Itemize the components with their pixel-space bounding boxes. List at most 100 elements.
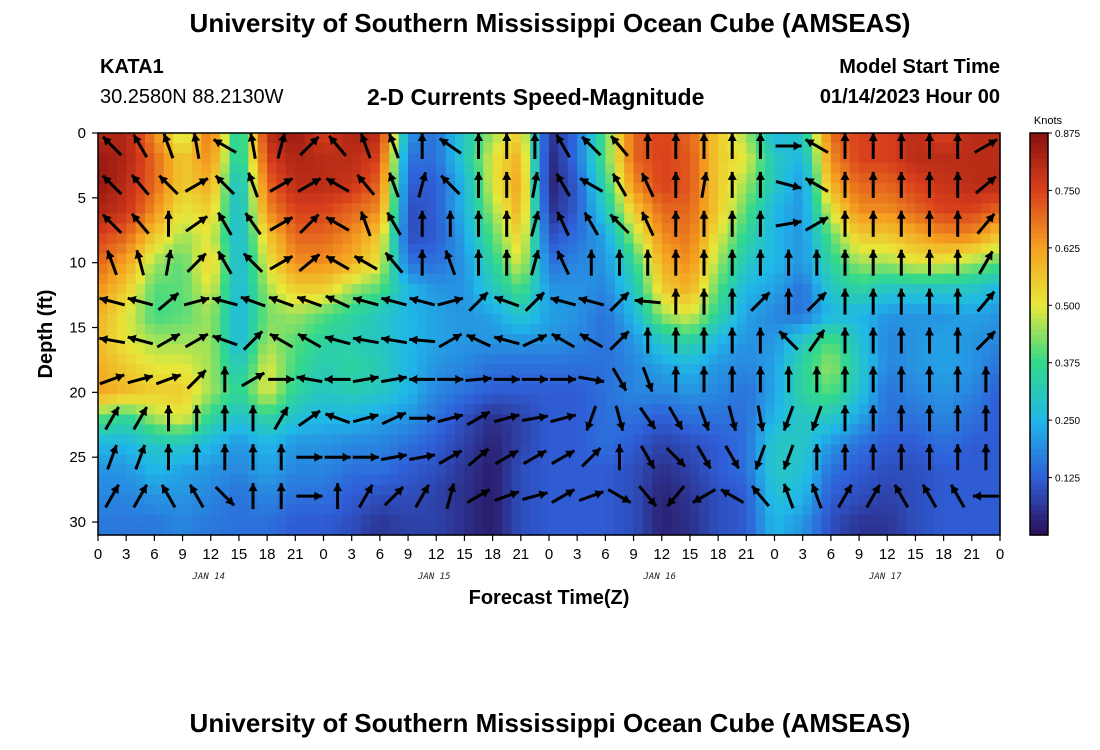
heatmap-cell bbox=[285, 394, 296, 405]
heatmap-cell bbox=[238, 454, 249, 466]
heatmap-cell bbox=[614, 293, 625, 305]
heatmap-cell bbox=[765, 424, 776, 436]
heatmap-cell bbox=[595, 243, 606, 255]
heatmap-cell bbox=[436, 504, 447, 516]
heatmap-cell bbox=[530, 323, 541, 335]
heatmap-cell bbox=[633, 213, 644, 225]
heatmap-cell bbox=[633, 474, 644, 486]
heatmap-cell bbox=[652, 173, 663, 184]
current-arrow bbox=[699, 249, 709, 276]
heatmap-cell bbox=[182, 273, 193, 285]
heatmap-cell bbox=[201, 233, 212, 245]
arrow-head bbox=[643, 249, 653, 258]
colorbar-swatch bbox=[1030, 529, 1048, 536]
heatmap-cell bbox=[586, 504, 597, 516]
heatmap-cell bbox=[661, 263, 672, 275]
heatmap-cell bbox=[689, 504, 700, 516]
heatmap-cell bbox=[248, 504, 259, 516]
heatmap-cell bbox=[144, 183, 155, 194]
heatmap-cell bbox=[267, 394, 278, 405]
heatmap-cell bbox=[539, 193, 550, 204]
heatmap-cell bbox=[971, 364, 982, 375]
heatmap-cell bbox=[323, 424, 334, 436]
heatmap-cell bbox=[962, 153, 973, 164]
heatmap-cell bbox=[135, 153, 146, 164]
heatmap-cell bbox=[173, 494, 184, 506]
heatmap-cell bbox=[201, 133, 212, 144]
heatmap-cell bbox=[577, 323, 588, 335]
heatmap-cell bbox=[154, 514, 165, 526]
heatmap-cell bbox=[107, 233, 118, 245]
heatmap-cell bbox=[624, 354, 635, 365]
heatmap-cell bbox=[605, 444, 616, 456]
heatmap-cell bbox=[473, 514, 484, 526]
heatmap-cell bbox=[304, 454, 315, 466]
heatmap-cell bbox=[389, 273, 400, 285]
heatmap-cell bbox=[361, 354, 372, 365]
heatmap-cell bbox=[783, 323, 794, 335]
heatmap-cell bbox=[135, 133, 146, 144]
heatmap-cell bbox=[595, 273, 606, 285]
heatmap-cell bbox=[943, 323, 954, 335]
heatmap-cell bbox=[473, 283, 484, 295]
heatmap-cell bbox=[492, 354, 503, 365]
heatmap-cell bbox=[191, 213, 202, 225]
heatmap-cell bbox=[229, 364, 240, 375]
heatmap-cell bbox=[849, 223, 860, 235]
heatmap-cell bbox=[971, 404, 982, 415]
current-arrow bbox=[521, 413, 548, 422]
heatmap-cell bbox=[314, 454, 325, 466]
heatmap-cell bbox=[332, 464, 343, 476]
heatmap-cell bbox=[191, 283, 202, 295]
heatmap-cell bbox=[295, 323, 306, 335]
heatmap-cell bbox=[285, 504, 296, 516]
heatmap-cell bbox=[680, 183, 691, 194]
heatmap-cell bbox=[304, 404, 315, 415]
heatmap-cell bbox=[699, 484, 710, 496]
heatmap-cell bbox=[539, 163, 550, 174]
heatmap-cell bbox=[577, 424, 588, 436]
heatmap-cell bbox=[840, 394, 851, 405]
x-tick-label: 9 bbox=[404, 546, 412, 563]
heatmap-cell bbox=[934, 464, 945, 476]
heatmap-cell bbox=[473, 233, 484, 245]
heatmap-cell bbox=[652, 514, 663, 526]
arrow-head bbox=[215, 175, 225, 185]
heatmap-cell bbox=[135, 183, 146, 194]
heatmap-cell bbox=[107, 303, 118, 315]
heatmap-cell bbox=[877, 223, 888, 235]
heatmap-cell bbox=[436, 404, 447, 415]
heatmap-cell bbox=[859, 193, 870, 204]
heatmap-cell bbox=[896, 243, 907, 255]
heatmap-cell bbox=[370, 233, 381, 245]
current-arrow bbox=[806, 291, 828, 312]
heatmap-cell bbox=[990, 384, 1001, 395]
heatmap-cell bbox=[859, 354, 870, 365]
heatmap-cell bbox=[351, 193, 362, 204]
heatmap-cell bbox=[445, 193, 456, 204]
heatmap-cell bbox=[201, 394, 212, 405]
heatmap-cell bbox=[295, 504, 306, 516]
heatmap-cell bbox=[990, 313, 1001, 325]
heatmap-cell bbox=[191, 434, 202, 446]
heatmap-cell bbox=[849, 233, 860, 245]
heatmap-cell bbox=[877, 163, 888, 174]
heatmap-cell bbox=[285, 203, 296, 214]
heatmap-cell bbox=[398, 203, 409, 214]
heatmap-cell bbox=[915, 394, 926, 405]
heatmap-cell bbox=[455, 203, 466, 214]
heatmap-cell bbox=[483, 313, 494, 325]
heatmap-cell bbox=[201, 253, 212, 265]
arrow-head bbox=[621, 494, 631, 503]
heatmap-cell bbox=[502, 434, 513, 446]
heatmap-cell bbox=[342, 344, 353, 355]
heatmap-cell bbox=[257, 384, 268, 395]
heatmap-cell bbox=[840, 203, 851, 214]
heatmap-cell bbox=[849, 494, 860, 506]
heatmap-cell bbox=[426, 494, 437, 506]
heatmap-cell bbox=[558, 424, 569, 436]
heatmap-cell bbox=[426, 484, 437, 496]
heatmap-cell bbox=[191, 173, 202, 184]
heatmap-cell bbox=[802, 514, 813, 526]
heatmap-cell bbox=[304, 494, 315, 506]
